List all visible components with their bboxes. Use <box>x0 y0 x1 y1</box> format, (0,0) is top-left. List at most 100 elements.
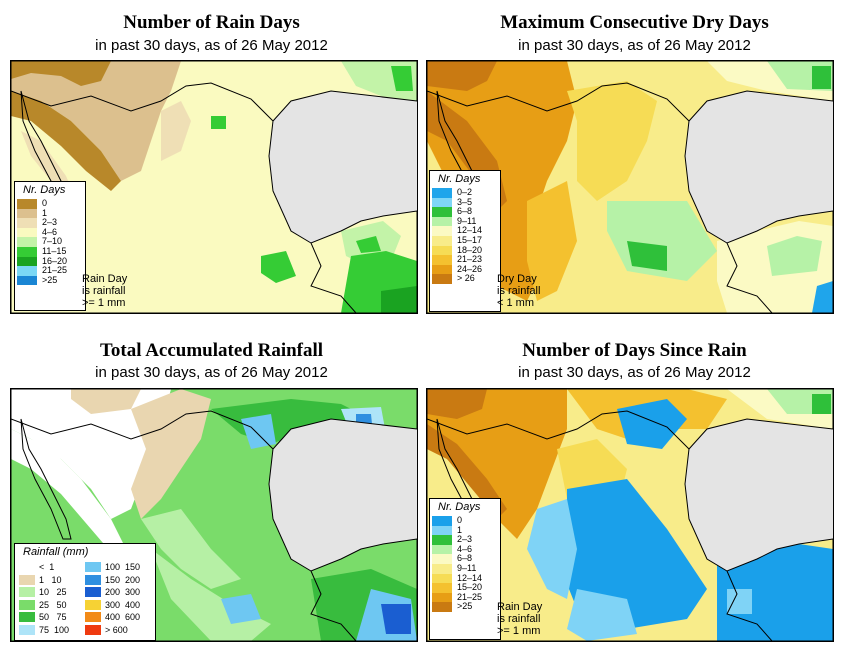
rain-days-note-line-3: >= 1 mm <box>82 297 126 309</box>
legend-label: 2–3 <box>42 217 58 228</box>
legend-label: 21–25 <box>457 591 483 602</box>
legend-swatch <box>17 275 37 286</box>
dry-days-map-graphic <box>427 61 833 313</box>
legend-swatch <box>432 274 452 284</box>
legend-swatch <box>432 245 452 256</box>
legend-row: > 26 <box>430 273 500 284</box>
legend-swatch <box>432 544 452 555</box>
legend-label: 12–14 <box>457 572 483 583</box>
legend-row: 12–14 <box>430 572 500 584</box>
legend-swatch <box>85 599 101 610</box>
rainfall-legend-title: Rainfall (mm) <box>23 546 89 558</box>
legend-swatch <box>19 574 35 585</box>
legend-swatch <box>432 197 452 208</box>
legend-row: 15–20 <box>430 582 500 593</box>
rain-days-legend: Nr. Days 0 1 2–3 4–6 7–10 11–15 16–20 21–25 >25 <box>14 181 86 311</box>
legend-swatch <box>17 199 37 209</box>
legend-label: 0–2 <box>457 187 473 197</box>
days-since-rain-note-line-2: is rainfall <box>497 613 541 625</box>
legend-label: 1 <box>457 524 463 535</box>
legend-label: 21–23 <box>457 254 483 265</box>
legend-swatch <box>432 235 452 246</box>
legend-row: 24–26 <box>430 264 500 275</box>
dry-days-note: Dry Day is rainfall < 1 mm <box>497 273 540 309</box>
legend-swatch <box>17 256 37 267</box>
legend-row: 18–20 <box>430 244 500 256</box>
rain-days-note-line-1: Rain Day <box>82 273 128 285</box>
legend-swatch <box>17 208 37 219</box>
legend-label: 18–20 <box>457 244 483 255</box>
legend-label: >25 <box>457 601 473 612</box>
legend-row: 0 <box>430 515 500 526</box>
legend-row: 1 <box>430 524 500 536</box>
legend-row: 21–25 <box>15 265 85 276</box>
legend-swatch <box>432 207 452 217</box>
legend-swatch <box>85 562 101 572</box>
legend-label: 6–8 <box>457 206 473 217</box>
legend-label: 400 600 <box>105 612 141 622</box>
legend-swatch <box>19 587 35 597</box>
legend-label: 15–17 <box>457 234 483 245</box>
legend-swatch <box>432 563 452 574</box>
legend-row: 21–25 <box>430 591 500 603</box>
legend-label: 0 <box>457 515 463 525</box>
legend-swatch <box>85 587 101 597</box>
legend-label: 11–15 <box>42 245 67 256</box>
panel-4-title: Number of Days Since Rain <box>522 340 747 361</box>
legend-label: 300 400 <box>105 599 141 610</box>
legend-swatch <box>432 255 452 265</box>
legend-swatch <box>17 218 37 228</box>
legend-row: 4–6 <box>430 544 500 555</box>
legend-label: 21–25 <box>42 265 68 276</box>
dry-days-map <box>426 60 834 314</box>
legend-label: 50 75 <box>39 612 67 622</box>
legend-label: 4–6 <box>42 226 58 237</box>
days-since-rain-legend-rows: 0 1 2–3 4–6 6–8 9–11 12–14 15–20 21–25 >25 <box>430 515 500 612</box>
legend-label: 25 50 <box>39 599 67 610</box>
legend-label: 15–20 <box>457 582 483 593</box>
legend-swatch <box>85 574 101 585</box>
dry-days-legend: Nr. Days 0–2 3–5 6–8 9–11 12–14 15–17 18–20 21–… <box>429 170 501 312</box>
legend-label: 10 25 <box>39 587 67 597</box>
legend-row: >25 <box>15 275 85 286</box>
rain-days-note-line-2: is rainfall <box>82 285 126 297</box>
legend-swatch <box>17 266 37 276</box>
legend-swatch <box>432 602 452 612</box>
legend-row: 6–8 <box>430 553 500 564</box>
legend-label: < 1 <box>39 562 55 572</box>
dry-days-note-line-3: < 1 mm <box>497 297 534 309</box>
legend-swatch <box>432 216 452 227</box>
legend-label: 100 150 <box>105 562 141 572</box>
legend-swatch <box>85 624 101 635</box>
panel-2-title: Maximum Consecutive Dry Days <box>500 12 769 33</box>
days-since-rain-note-line-3: >= 1 mm <box>497 625 541 637</box>
legend-swatch <box>19 624 35 635</box>
legend-row: 2–3 <box>430 534 500 545</box>
legend-label: > 600 <box>105 624 128 635</box>
legend-row: 9–11 <box>430 562 500 574</box>
days-since-rain-legend: Nr. Days 0 1 2–3 4–6 6–8 9–11 12–14 15–20 21–25 >… <box>429 498 501 640</box>
panel-4-subtitle: in past 30 days, as of 26 May 2012 <box>518 364 751 381</box>
legend-row: 3–5 <box>430 197 500 208</box>
legend-row: 4–6 <box>15 226 85 238</box>
rainfall-legend: Rainfall (mm) < 1 1 10 10 25 25 50 50 75 75 1… <box>14 543 156 641</box>
dry-days-note-line-1: Dry Day <box>497 273 537 285</box>
legend-label: 6–8 <box>457 553 473 564</box>
panel-3-title: Total Accumulated Rainfall <box>99 340 324 361</box>
legend-label: 7–10 <box>42 236 63 247</box>
legend-swatch <box>17 227 37 238</box>
days-since-rain-note-line-1: Rain Day <box>497 601 543 613</box>
legend-row: 15–17 <box>430 234 500 246</box>
rain-days-map <box>10 60 418 314</box>
legend-swatch <box>432 188 452 198</box>
legend-label: 9–11 <box>457 562 477 573</box>
legend-swatch <box>19 562 35 572</box>
legend-label: 200 300 <box>105 587 141 597</box>
legend-swatch <box>432 554 452 564</box>
legend-row: >25 <box>430 601 500 612</box>
legend-swatch <box>432 516 452 526</box>
legend-label: 1 <box>42 207 48 218</box>
legend-label: 1 10 <box>39 574 62 585</box>
days-since-rain-note: Rain Day is rainfall >= 1 mm <box>497 601 542 637</box>
legend-swatch <box>432 226 452 236</box>
